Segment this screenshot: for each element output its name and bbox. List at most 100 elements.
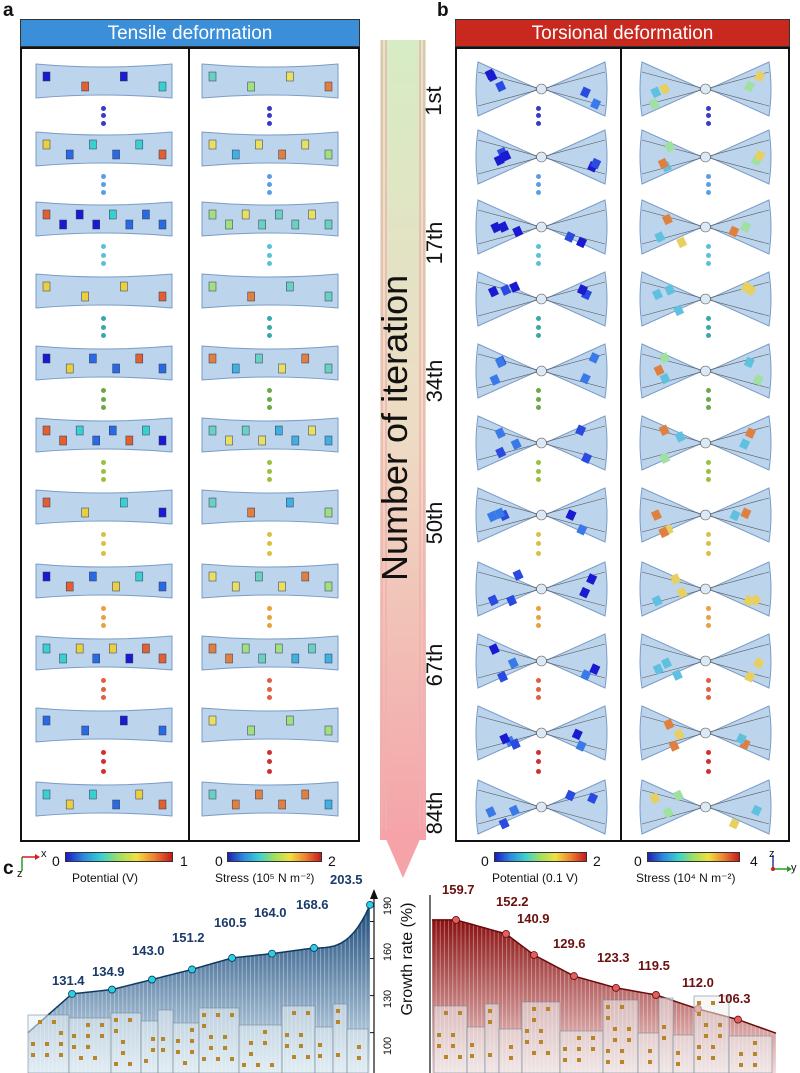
- cb3-bar: [494, 852, 587, 862]
- iteration-dot-3-3-2: [706, 333, 711, 339]
- city-window: [31, 1053, 35, 1057]
- tensile-sample-stress-10: [201, 781, 339, 817]
- tensile-sample-stress-4: [201, 345, 339, 381]
- iteration-dot-9-3-1: [706, 759, 711, 765]
- iteration-dot-0-2-0: [536, 106, 541, 111]
- torsional-sample-potential-9: [475, 705, 608, 761]
- axis-y-label: y: [791, 862, 797, 874]
- iteration-dot-4-2-2: [536, 405, 541, 411]
- iteration-dot-0-1-1: [267, 113, 272, 119]
- city-window: [704, 1023, 708, 1027]
- tensile-growth-point: [228, 954, 236, 962]
- city-window: [563, 1047, 567, 1051]
- city-window: [45, 1053, 49, 1057]
- iteration-dot-1-0-0: [101, 174, 106, 179]
- cb2-bar: [227, 852, 322, 862]
- city-window: [306, 1055, 310, 1059]
- city-window: [546, 1051, 550, 1055]
- iteration-dot-8-1-1: [267, 686, 272, 692]
- city-window: [697, 1056, 701, 1060]
- city-window: [121, 1040, 125, 1044]
- iteration-dot-7-0-0: [101, 606, 106, 611]
- iteration-dot-3-3-1: [706, 324, 711, 330]
- iteration-dot-1-0-1: [101, 182, 106, 187]
- torsional-sample-potential-10: [475, 779, 608, 835]
- city-window: [546, 1007, 550, 1011]
- city-window: [451, 1044, 455, 1048]
- iteration-dot-0-3-0: [706, 106, 711, 111]
- city-window: [753, 1063, 757, 1067]
- city-block: [658, 997, 674, 1073]
- cb2-min: 0: [215, 853, 223, 869]
- city-window: [591, 1047, 595, 1051]
- iteration-dot-6-3-2: [706, 550, 711, 556]
- cb2-label: Stress (10⁵ N m⁻²): [215, 871, 315, 885]
- city-window: [357, 1045, 361, 1049]
- city-window: [128, 1018, 132, 1022]
- city-window: [31, 1042, 35, 1046]
- city-window: [292, 1055, 296, 1059]
- iteration-dot-1-1-2: [267, 190, 272, 195]
- city-window: [437, 1033, 441, 1037]
- city-window: [357, 1056, 361, 1060]
- iteration-dot-6-2-2: [536, 550, 541, 556]
- iteration-dot-5-1-0: [267, 460, 272, 465]
- city-block: [521, 1001, 561, 1073]
- iteration-dot-6-1-1: [267, 541, 272, 547]
- city-window: [86, 1045, 90, 1049]
- city-window: [151, 1037, 155, 1041]
- torsional-growth-point: [452, 915, 460, 924]
- iteration-label-34: 34th: [422, 359, 447, 403]
- iteration-dot-8-0-1: [101, 686, 106, 692]
- tensile-growth-5: 164.0: [254, 905, 287, 920]
- city-window: [176, 1050, 180, 1054]
- iteration-dot-4-3-1: [706, 396, 711, 402]
- city-window: [256, 1063, 260, 1067]
- torsional-growth-0: 159.7: [442, 882, 475, 897]
- iteration-dot-5-0-1: [101, 468, 106, 474]
- iteration-dot-3-1-0: [267, 316, 272, 321]
- tensile-sample-potential-2: [35, 201, 173, 237]
- city-window: [620, 1005, 624, 1009]
- city-window: [242, 1063, 246, 1067]
- city-window: [697, 1045, 701, 1049]
- city-window: [676, 1051, 680, 1055]
- axes-zy-icon: [771, 855, 792, 872]
- cb4-max: 4: [750, 853, 758, 869]
- iteration-dot-3-2-0: [536, 316, 541, 321]
- city-block: [314, 1026, 334, 1073]
- iteration-dot-2-2-2: [536, 261, 541, 267]
- torsional-sample-potential-6: [475, 487, 608, 543]
- city-window: [451, 1033, 455, 1037]
- iteration-dot-2-0-0: [101, 244, 106, 249]
- axis-x-label: x: [41, 848, 47, 860]
- city-block: [466, 1026, 486, 1073]
- cb1-bar: [65, 852, 173, 862]
- iteration-dot-9-0-2: [101, 768, 106, 774]
- city-window: [114, 1062, 118, 1066]
- city-block: [172, 1022, 200, 1073]
- iteration-dot-2-3-0: [706, 244, 711, 249]
- city-window: [263, 1041, 267, 1045]
- torsional-growth-3: 129.6: [553, 936, 586, 951]
- torsional-sample-potential-2: [475, 199, 608, 255]
- axis-z2-label: z: [769, 848, 775, 860]
- torsional-sample-potential-0: [475, 61, 608, 117]
- city-window: [697, 1001, 701, 1005]
- growth-axis-title: Growth rate (%): [399, 902, 416, 1016]
- iteration-dot-9-1-0: [267, 750, 272, 755]
- iteration-dot-9-3-2: [706, 768, 711, 774]
- tensile-sample-stress-2: [201, 201, 339, 237]
- iteration-dot-2-0-1: [101, 252, 106, 258]
- city-window: [144, 1059, 148, 1063]
- city-window: [444, 1055, 448, 1059]
- iteration-dot-7-2-1: [536, 614, 541, 620]
- city-window: [662, 1025, 666, 1029]
- tensile-growth-0: 131.4: [52, 973, 85, 988]
- torsional-sample-potential-8: [475, 633, 608, 689]
- cb1-label: Potential (V): [72, 871, 139, 885]
- city-window: [648, 1060, 652, 1064]
- iteration-dot-3-1-2: [267, 333, 272, 339]
- torsional-growth-point: [570, 972, 578, 980]
- city-window: [577, 1058, 581, 1062]
